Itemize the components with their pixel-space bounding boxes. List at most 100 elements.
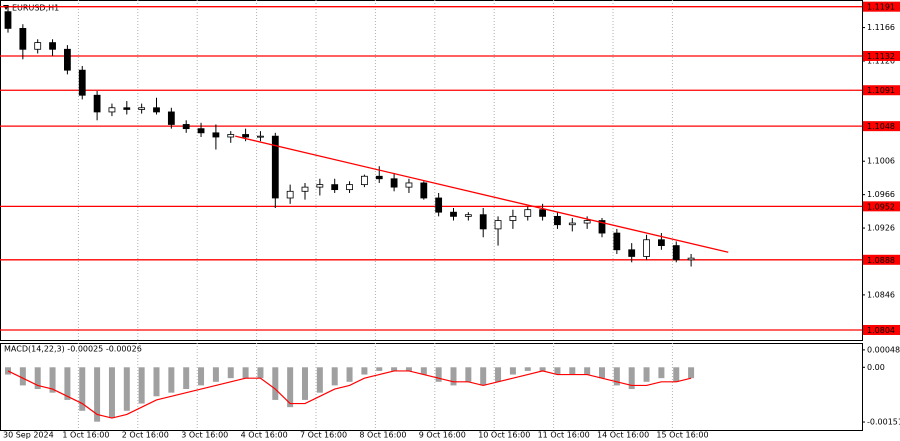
level-label-box [863,121,900,132]
macd-bar [19,367,26,386]
candle-body [123,107,131,110]
candle-body [390,178,398,188]
macd-bar [361,367,368,375]
candle-body [138,107,146,110]
macd-y-tick-label: -0.00151 [867,418,900,427]
level-label: 1.0888 [867,256,895,265]
macd-bar [34,367,41,390]
candle-body [583,220,591,224]
macd-bar [153,367,160,397]
candle-body [360,175,368,186]
macd-bar [138,367,145,404]
candle-body [554,215,561,226]
macd-bar [450,367,457,386]
candle-body [643,239,650,257]
macd-bar [509,367,516,375]
candle-body [19,28,27,50]
macd-bar [628,367,635,390]
macd-bar [168,367,175,393]
candle-body [49,42,56,50]
x-tick-label: 7 Oct 16:00 [300,431,347,440]
macd-y-tick-label: 0.00 [867,363,885,372]
macd-bar [49,367,56,393]
candle-body [435,197,443,213]
y-tick-label: 1.1126 [867,56,895,65]
x-tick-label: 15 Oct 16:00 [656,431,708,440]
candle-body [628,249,636,257]
macd-bar [643,367,650,382]
candle-body [494,220,502,230]
macd-bar [123,367,130,411]
x-tick-label: 8 Oct 16:00 [359,431,406,440]
candle-body [598,220,606,234]
y-tick-label: 1.0846 [867,290,895,299]
macd-bar [435,367,442,382]
candle-body [375,175,383,180]
macd-bar [302,367,308,400]
main-pane [0,0,863,341]
macd-bar [688,367,695,379]
candle-body [524,209,532,217]
candle-body [271,135,279,199]
x-tick-label: 3 Oct 16:00 [181,431,228,440]
x-tick-label: 11 Oct 16:00 [538,431,590,440]
candle-body [4,11,12,29]
macd-bar [287,367,294,408]
macd-bar [242,367,249,379]
candle-body [687,257,695,261]
macd-bar [316,367,323,393]
x-tick-label: 14 Oct 16:00 [597,431,649,440]
macd-bar [183,367,190,390]
level-label-box [863,85,900,96]
macd-bar [346,367,353,382]
macd-bar [376,367,383,371]
candle-body [108,107,116,113]
macd-bar [331,367,338,386]
candle-body [316,184,324,188]
candle-body [242,134,250,138]
candle-body [331,184,339,191]
candle-body [227,134,235,138]
x-tick-label: 10 Oct 16:00 [478,431,530,440]
x-tick-label: 9 Oct 16:00 [419,431,466,440]
macd-bar [391,367,398,371]
candle-body [286,190,294,199]
macd-bar [554,367,561,375]
candle-body [301,186,309,192]
level-label-box [863,254,900,265]
candle-body [450,211,457,217]
x-tick-label: 4 Oct 16:00 [241,431,288,440]
macd-bar [272,367,279,400]
level-label: 1.0804 [867,326,895,335]
level-label-box [863,1,900,12]
macd-bar [227,367,234,379]
x-tick-label: 2 Oct 16:00 [122,431,169,440]
level-label-box [863,324,900,335]
macd-bar [658,367,665,379]
macd-bar [64,367,71,400]
macd-y-tick-label: 0.00048 [867,345,900,354]
candle-body [539,209,546,217]
candle-body [672,245,680,261]
macd-bar [539,367,546,371]
level-label: 1.1048 [867,122,895,131]
y-tick-label: 1.0926 [867,224,895,233]
level-label: 1.1091 [867,86,895,95]
candle-body [405,182,413,188]
macd-bar [465,367,472,382]
candle-body [420,182,428,199]
candle-body [153,107,160,113]
macd-bar [405,367,412,371]
macd-bar [79,367,86,411]
candle-body [613,232,621,251]
macd-bar [599,367,605,379]
candle-body [658,239,665,247]
macd-bar [584,367,591,375]
x-tick-label: 1 Oct 16:00 [62,431,109,440]
candle-body [346,184,353,191]
candle-body [167,111,175,125]
level-label-box [863,50,900,61]
macd-bar [613,367,620,386]
level-label-box [863,201,900,212]
